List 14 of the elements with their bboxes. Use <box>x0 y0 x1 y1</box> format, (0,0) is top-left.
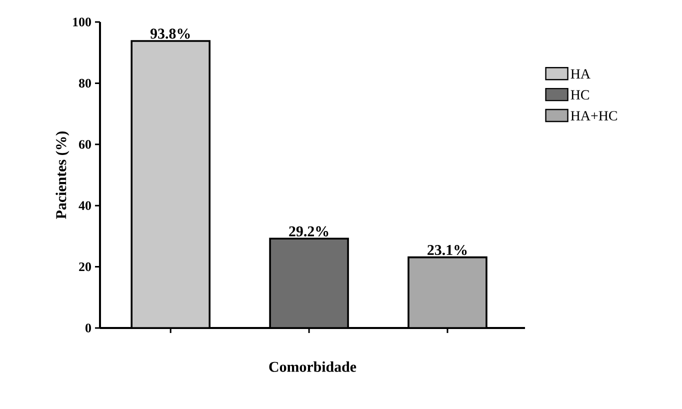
y-tick-label: 60 <box>78 140 91 149</box>
legend-label: HC <box>570 90 589 100</box>
y-axis-title: Pacientes (%) <box>56 131 70 219</box>
y-tick-label: 0 <box>86 324 91 332</box>
legend-label: HA+HC <box>570 111 617 120</box>
x-axis-title: Comorbidade <box>269 361 356 372</box>
data-label: 29.2% <box>289 226 328 236</box>
y-tick-label: 80 <box>78 78 91 88</box>
data-label: 23.1% <box>428 244 467 256</box>
y-tick-label: 100 <box>73 18 91 26</box>
y-tick-label: 20 <box>79 262 91 272</box>
legend-label: HA <box>570 69 590 78</box>
data-label: 93.8% <box>150 28 190 39</box>
y-tick-label: 40 <box>78 201 91 210</box>
